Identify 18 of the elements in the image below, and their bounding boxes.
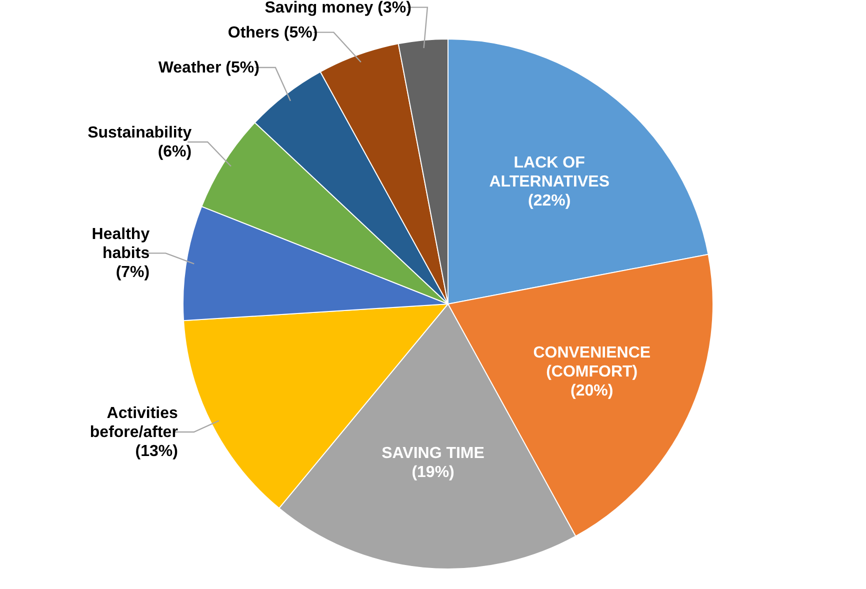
data-label: (5%)	[226, 58, 260, 76]
slice-label: Others	[228, 24, 284, 41]
data-label: (13%)	[135, 442, 178, 460]
slice-label: SAVING TIME	[382, 444, 485, 462]
slice-label: Saving money	[264, 0, 378, 16]
slice-label: Weather	[158, 58, 226, 76]
data-label: (19%)	[412, 463, 454, 480]
slice-label: LACK OF ALTERNATIVES	[489, 154, 610, 190]
data-label: (5%)	[284, 24, 318, 41]
slice-label: Activities before/after	[90, 404, 178, 441]
data-label: (3%)	[378, 0, 412, 16]
data-label: (20%)	[570, 382, 614, 400]
data-label: (7%)	[116, 264, 150, 281]
slice-label: CONVENIENCE (COMFORT)	[533, 344, 651, 380]
data-label: (6%)	[158, 143, 192, 160]
data-label: (22%)	[528, 192, 571, 209]
slice-label: Healthy habits	[92, 226, 150, 262]
slice-label: Sustainability	[88, 124, 192, 142]
